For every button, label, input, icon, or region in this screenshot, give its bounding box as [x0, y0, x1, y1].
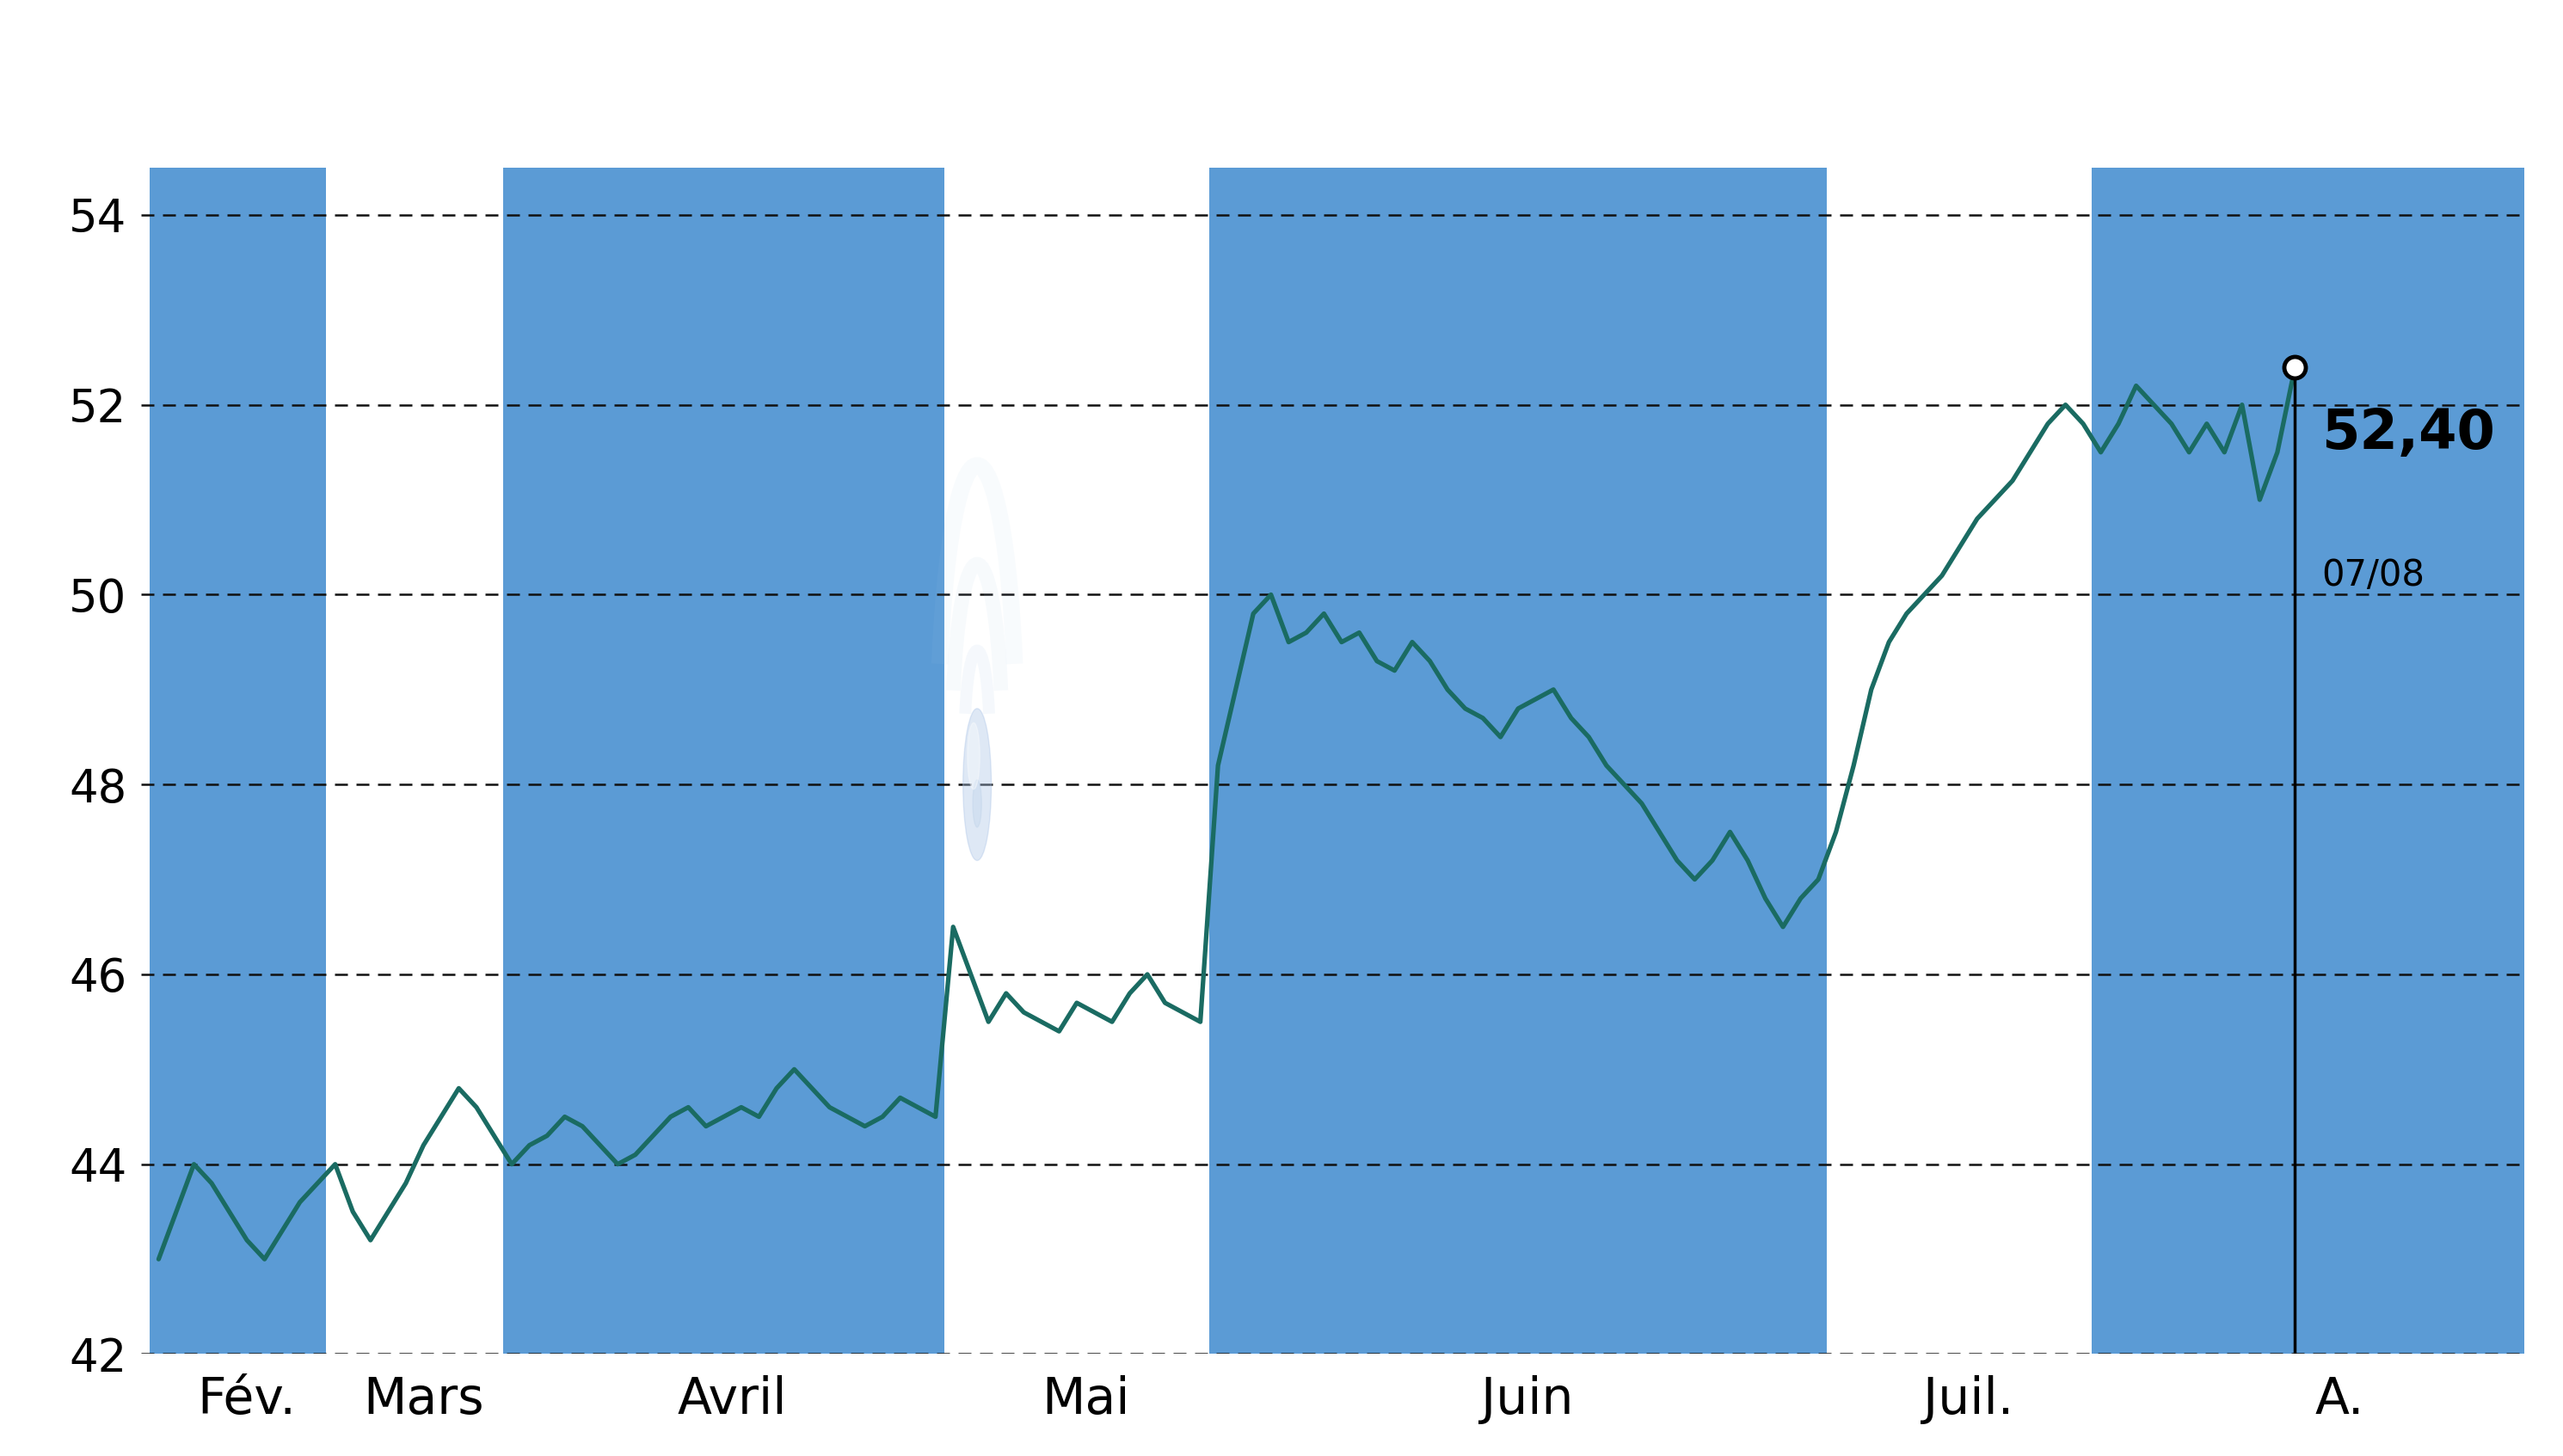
Bar	[502, 167, 943, 1354]
Circle shape	[964, 709, 992, 860]
Circle shape	[974, 780, 982, 827]
Circle shape	[966, 722, 979, 789]
Text: SNP Schneider-Neureither & Partner SE: SNP Schneider-Neureither & Partner SE	[238, 31, 2325, 122]
Bar	[2091, 167, 2563, 1354]
Text: 52,40: 52,40	[2322, 406, 2496, 460]
Bar	[1210, 167, 1827, 1354]
Text: 07/08: 07/08	[2322, 558, 2425, 594]
Bar	[149, 167, 326, 1354]
